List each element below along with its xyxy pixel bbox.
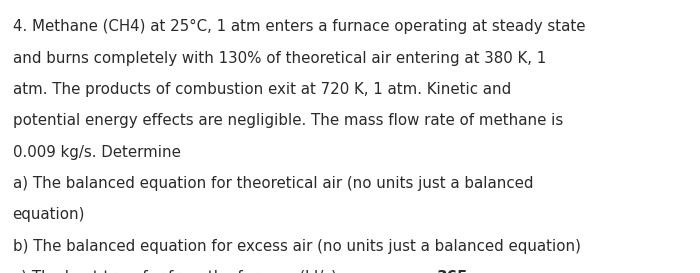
Text: potential energy effects are negligible. The mass flow rate of methane is: potential energy effects are negligible.… (13, 113, 563, 128)
Text: and burns completely with 130% of theoretical air entering at 380 K, 1: and burns completely with 130% of theore… (13, 51, 546, 66)
Text: 4. Methane (CH4) at 25°C, 1 atm enters a furnace operating at steady state: 4. Methane (CH4) at 25°C, 1 atm enters a… (13, 19, 585, 34)
Text: c) The heat transfer from the furnace (kJ/s): c) The heat transfer from the furnace (k… (13, 270, 342, 273)
Text: 0.009 kg/s. Determine: 0.009 kg/s. Determine (13, 145, 181, 160)
Text: b) The balanced equation for excess air (no units just a balanced equation): b) The balanced equation for excess air … (13, 239, 580, 254)
Text: 365: 365 (437, 270, 468, 273)
Text: a) The balanced equation for theoretical air (no units just a balanced: a) The balanced equation for theoretical… (13, 176, 533, 191)
Text: equation): equation) (13, 207, 85, 222)
Text: atm. The products of combustion exit at 720 K, 1 atm. Kinetic and: atm. The products of combustion exit at … (13, 82, 511, 97)
